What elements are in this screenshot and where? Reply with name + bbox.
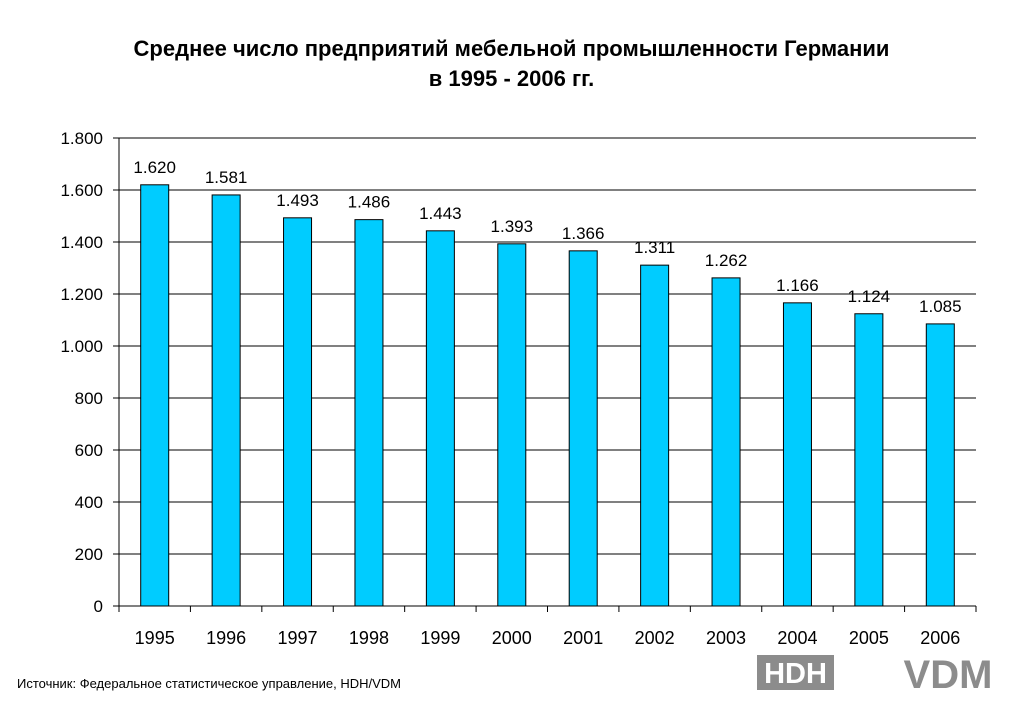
bar-1996 (211, 194, 241, 607)
y-tick-label: 1.200 (60, 285, 103, 304)
data-label-2003: 1.262 (705, 251, 748, 270)
data-label-1998: 1.486 (348, 193, 391, 212)
bar-2000 (497, 243, 527, 607)
data-label-2004: 1.166 (776, 276, 819, 295)
data-label-1999: 1.443 (419, 204, 462, 223)
data-label-1995: 1.620 (133, 158, 176, 177)
y-tick-label: 800 (75, 389, 103, 408)
x-tick-label: 2002 (635, 628, 675, 648)
vdm-logo: VDM (904, 654, 993, 692)
data-label-2002: 1.311 (634, 238, 675, 257)
x-tick-label: 2000 (492, 628, 532, 648)
data-label-2005: 1.124 (848, 287, 891, 306)
y-tick-label: 1.000 (60, 337, 103, 356)
x-tick-label: 1996 (206, 628, 246, 648)
data-label-1996: 1.581 (205, 168, 248, 187)
bar-2005 (854, 313, 884, 607)
bar-1997 (283, 217, 313, 607)
x-tick-label: 1997 (278, 628, 318, 648)
bar-2001 (568, 250, 598, 607)
source-note: Источник: Федеральное статистическое упр… (17, 676, 402, 691)
x-tick-label: 2001 (563, 628, 603, 648)
chart-title: Среднее число предприятий мебельной пром… (0, 34, 1023, 94)
bar-chart: 0 200 400 600 800 1.000 1.200 1.400 1.600 1.800 1.… (60, 129, 977, 648)
bar-2006 (925, 323, 955, 607)
x-tick-label: 1999 (420, 628, 460, 648)
data-label-1997: 1.493 (276, 191, 319, 210)
y-tick-label: 1.600 (60, 181, 103, 200)
chart-title-line2: в 1995 - 2006 гг. (428, 66, 595, 91)
hdh-logo-text: HDH (764, 658, 827, 690)
y-tick-label: 1.800 (60, 129, 103, 148)
bar-1995 (140, 184, 170, 607)
y-tick-label: 0 (94, 597, 103, 616)
hdh-logo: HDH (757, 655, 834, 690)
x-tick-label: 2005 (849, 628, 889, 648)
x-tick-label: 2006 (920, 628, 960, 648)
bar-1998 (354, 219, 384, 607)
y-tick-label: 400 (75, 493, 103, 512)
y-tick-label: 200 (75, 545, 103, 564)
bar-2004 (782, 302, 812, 607)
data-label-2000: 1.393 (491, 217, 534, 236)
x-tick-label: 1998 (349, 628, 389, 648)
y-tick-label: 1.400 (60, 233, 103, 252)
data-label-2001: 1.366 (562, 224, 605, 243)
bar-2002 (640, 264, 670, 607)
vdm-logo-text: VDM (904, 654, 993, 692)
data-label-2006: 1.085 (919, 297, 962, 316)
y-tick-label: 600 (75, 441, 103, 460)
x-tick-label: 2003 (706, 628, 746, 648)
x-tick-label: 2004 (777, 628, 817, 648)
chart-title-line1: Среднее число предприятий мебельной пром… (133, 36, 890, 61)
bar-1999 (425, 230, 455, 607)
bar-2003 (711, 277, 741, 607)
x-tick-label: 1995 (135, 628, 175, 648)
